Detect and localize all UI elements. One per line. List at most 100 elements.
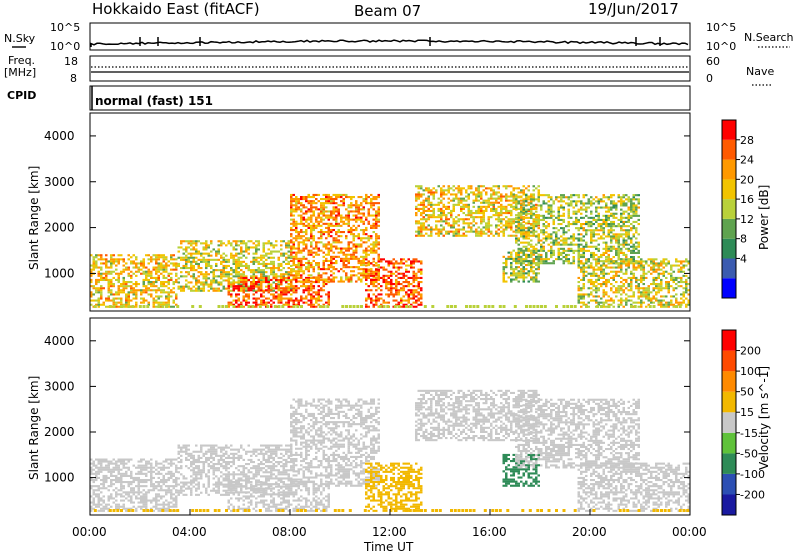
- data-cell: [532, 207, 535, 210]
- data-cell: [652, 278, 655, 281]
- data-cell: [335, 245, 338, 248]
- data-cell: [157, 268, 160, 271]
- data-cell: [547, 206, 550, 209]
- data-cell: [507, 195, 510, 198]
- data-cell: [257, 285, 260, 288]
- data-cell: [115, 264, 118, 267]
- data-cell: [440, 195, 443, 198]
- data-cell: [335, 233, 338, 236]
- data-cell: [490, 209, 493, 212]
- data-cell: [467, 226, 470, 229]
- data-cell: [145, 287, 148, 290]
- data-cell: [482, 230, 485, 233]
- data-cell: [125, 262, 128, 265]
- data-cell: [340, 257, 343, 260]
- data-cell: [107, 272, 110, 275]
- data-cell: [505, 193, 508, 196]
- data-cell: [302, 196, 305, 199]
- data-cell: [357, 278, 360, 281]
- data-cell: [630, 278, 633, 281]
- data-cell: [185, 248, 188, 251]
- data-cell: [660, 287, 663, 290]
- data-cell: [632, 291, 635, 294]
- data-cell: [557, 216, 560, 219]
- data-cell: [515, 195, 518, 198]
- data-cell: [562, 262, 565, 265]
- data-cell: [345, 255, 348, 258]
- data-cell: [322, 278, 325, 281]
- data-cell: [560, 214, 563, 217]
- data-cell: [140, 293, 143, 296]
- data-cell: [510, 251, 513, 254]
- data-cell: [667, 285, 670, 288]
- data-cell: [277, 285, 280, 288]
- data-cell: [517, 274, 520, 277]
- data-cell: [372, 196, 375, 199]
- data-cell: [605, 220, 608, 223]
- data-cell: [290, 278, 293, 281]
- data-cell: [367, 214, 370, 217]
- data-cell: [325, 245, 328, 248]
- data-cell: [265, 297, 268, 300]
- data-cell: [362, 268, 365, 271]
- data-cell: [540, 260, 543, 263]
- data-cell: [640, 291, 643, 294]
- data-cell: [382, 305, 386, 308]
- data-cell: [370, 247, 373, 250]
- data-cell: [332, 245, 335, 248]
- data-cell: [635, 220, 638, 223]
- data-cell: [177, 277, 180, 280]
- data-cell: [157, 256, 160, 259]
- data-cell: [580, 200, 583, 203]
- data-cell: [590, 223, 593, 226]
- data-cell: [572, 200, 575, 203]
- data-cell: [452, 220, 455, 223]
- data-cell: [597, 218, 600, 221]
- data-cell: [285, 244, 288, 247]
- data-cell: [312, 285, 315, 288]
- data-cell: [637, 214, 640, 217]
- data-cell: [622, 202, 625, 205]
- data-cell: [577, 245, 580, 248]
- data-cell: [595, 200, 598, 203]
- data-cell: [355, 229, 358, 232]
- data-cell: [270, 269, 273, 272]
- nsky-right-tick-bottom: 10^0: [706, 40, 736, 53]
- data-cell: [222, 260, 225, 263]
- data-cell: [582, 229, 585, 232]
- data-cell: [270, 262, 273, 265]
- data-cell: [330, 255, 333, 258]
- data-cell: [612, 256, 615, 259]
- data-cell: [600, 206, 603, 209]
- data-cell: [272, 271, 275, 274]
- data-cell: [272, 295, 275, 298]
- data-cell: [660, 278, 663, 281]
- data-cell: [637, 256, 640, 259]
- data-cell: [685, 260, 688, 263]
- data-cell: [530, 239, 533, 242]
- data-cell: [297, 303, 300, 306]
- data-cell: [602, 214, 605, 217]
- data-cell: [302, 212, 305, 215]
- data-cell: [110, 272, 113, 275]
- data-cell: [442, 214, 445, 217]
- data-cell: [360, 237, 363, 240]
- data-cell: [525, 214, 528, 217]
- data-cell: [607, 223, 610, 226]
- data-cell: [185, 246, 188, 249]
- data-cell: [387, 264, 390, 267]
- data-cell: [325, 214, 328, 217]
- data-cell: [125, 297, 128, 300]
- data-cell: [137, 268, 140, 271]
- data-cell: [372, 274, 375, 277]
- data-cell: [560, 204, 563, 207]
- data-cell: [330, 216, 333, 219]
- data-cell: [277, 281, 280, 284]
- data-cell: [540, 239, 543, 242]
- data-cell: [335, 268, 338, 271]
- data-cell: [292, 241, 295, 244]
- data-cell: [227, 260, 230, 263]
- data-cell: [372, 218, 375, 221]
- data-cell: [282, 240, 285, 243]
- data-cell: [592, 233, 595, 236]
